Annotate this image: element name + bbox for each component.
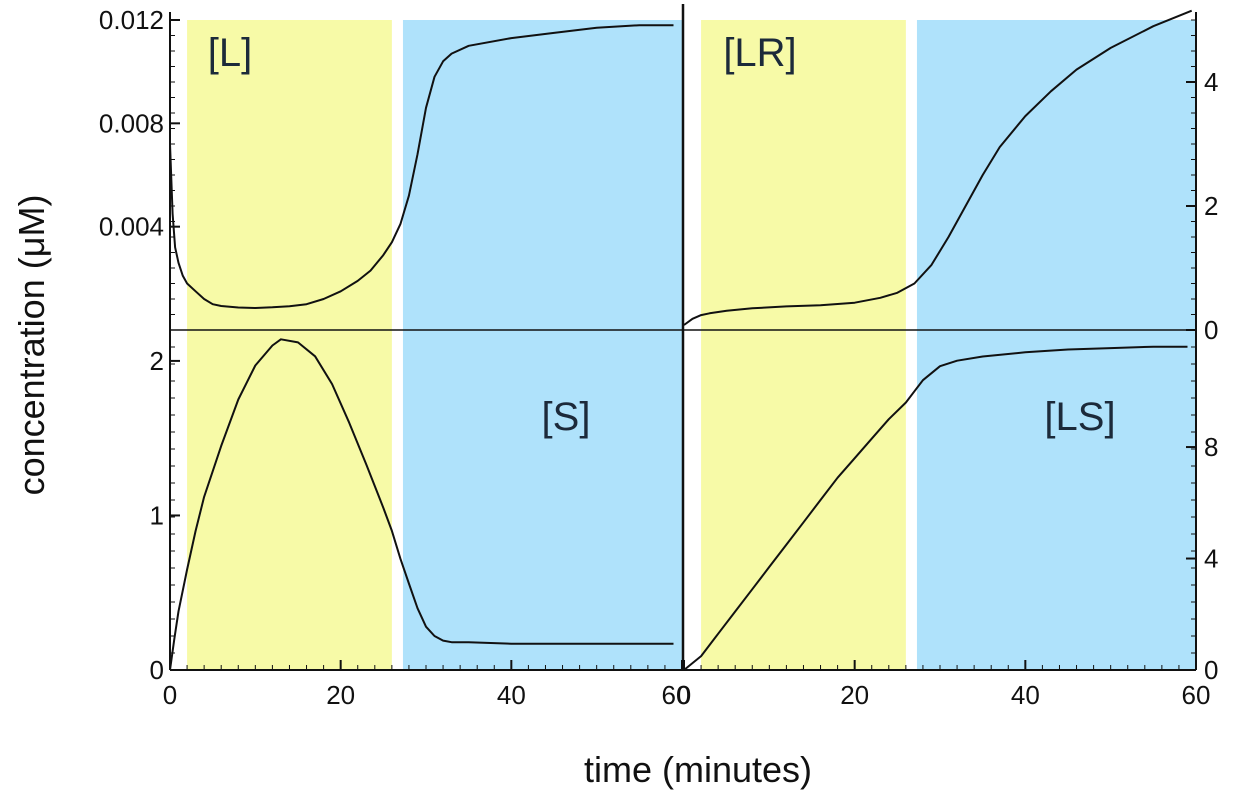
panel-LR (683, 9, 1193, 326)
y-tick-label: 0 (1204, 315, 1218, 345)
y-tick-label: 4 (1204, 67, 1218, 97)
x-tick-label: 60 (662, 680, 691, 710)
y-tick-label: 0.004 (99, 212, 164, 242)
y-axis-title: concentration (μM) (11, 195, 52, 496)
panel-LS (683, 345, 1188, 671)
right-regions (701, 20, 1196, 670)
panel-S (169, 338, 674, 671)
y-tick-label: 0 (1204, 655, 1218, 685)
label-LR: [LR] (723, 31, 796, 75)
x-tick-label: 60 (1182, 680, 1211, 710)
x-tick-label: 0 (677, 680, 691, 710)
y-tick-label: 0.012 (99, 5, 164, 35)
x-tick-label: 20 (840, 680, 869, 710)
y-tick-label: 0 (150, 655, 164, 685)
x-tick-label: 40 (497, 680, 526, 710)
series-line (169, 24, 674, 309)
panel-L (169, 24, 674, 309)
y-tick-label: 8 (1204, 432, 1218, 462)
axes-frame (169, 4, 1197, 671)
x-tick-label: 20 (326, 680, 355, 710)
y-tick-label: 2 (1204, 191, 1218, 221)
series-line (683, 345, 1188, 671)
label-S: [S] (542, 395, 591, 439)
x-axis-title: time (minutes) (584, 749, 812, 790)
x-tick-label: 0 (163, 680, 177, 710)
left-regions-band-0 (187, 20, 392, 670)
x-tick-label: 40 (1011, 680, 1040, 710)
y-tick-label: 4 (1204, 544, 1218, 574)
label-LS: [LS] (1044, 395, 1115, 439)
right-regions-band-0 (701, 20, 906, 670)
y-tick-label: 2 (150, 346, 164, 376)
right-regions-band-1 (916, 20, 1196, 670)
y-tick-label: 1 (150, 500, 164, 530)
left-regions (187, 20, 682, 670)
label-L: [L] (208, 31, 252, 75)
y-tick-label: 0.008 (99, 108, 164, 138)
left-regions-band-1 (402, 20, 682, 670)
series-line (683, 9, 1193, 326)
series-line (169, 338, 674, 671)
